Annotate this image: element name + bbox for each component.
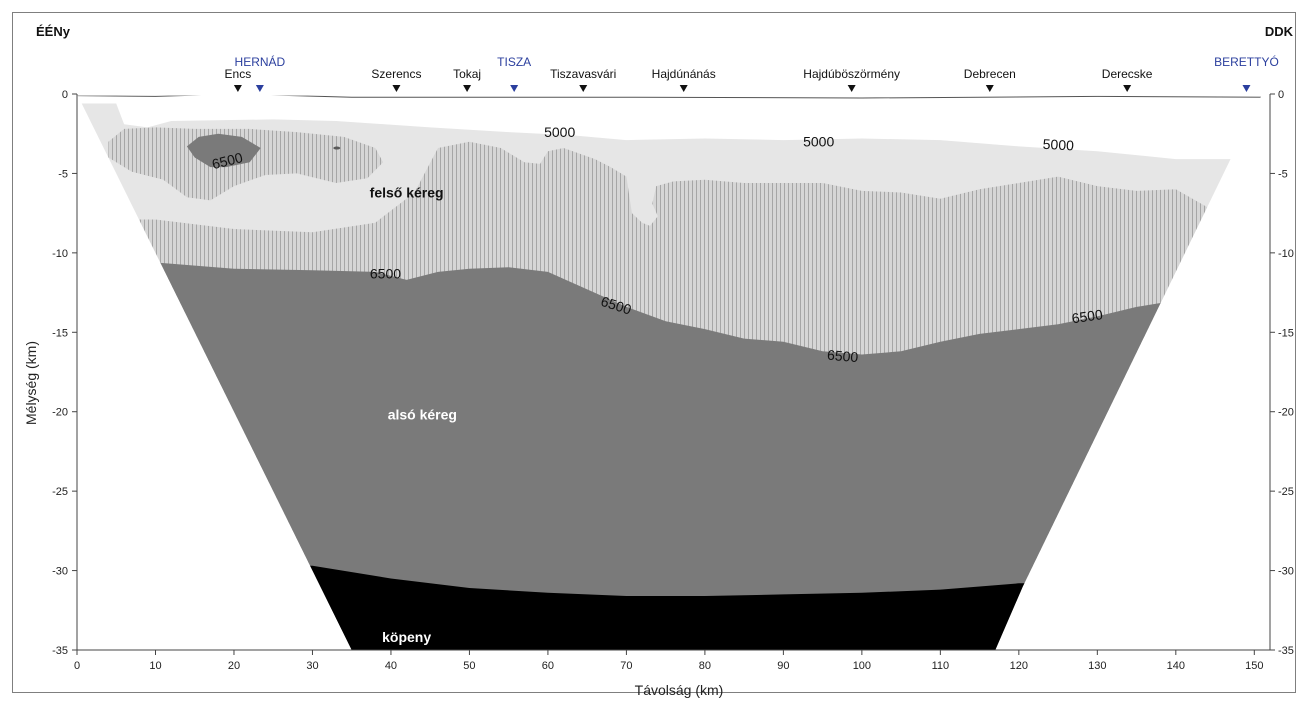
place-marker [985, 85, 994, 92]
x-tick-label: 60 [542, 660, 554, 672]
x-tick-label: 130 [1088, 660, 1106, 672]
place-label: Szerencs [371, 67, 421, 81]
place-label: Hajdúböszörmény [803, 67, 900, 81]
contour-label: 6500 [210, 149, 244, 172]
x-tick-label: 100 [853, 660, 871, 672]
y-tick-label-right: 0 [1278, 89, 1284, 101]
x-tick-label: 30 [306, 660, 318, 672]
layer-label: alsó kéreg [388, 407, 457, 423]
x-tick-label: 70 [620, 660, 632, 672]
river-label: HERNÁD [235, 54, 286, 69]
lower-crust-zone [77, 257, 1270, 650]
annotations: Encs Szerencs Tokaj Tiszavasvári Hajdúnánás H… [210, 54, 1279, 645]
place-marker [463, 85, 472, 92]
place-marker [847, 85, 856, 92]
topography-line [77, 94, 1270, 99]
x-tick-label: 90 [777, 660, 789, 672]
x-tick-label: 10 [149, 660, 161, 672]
place-label: Derecske [1102, 67, 1153, 81]
y-tick-label-left: -25 [52, 486, 68, 498]
river-marker [510, 85, 519, 92]
contour-label: 5000 [544, 124, 575, 140]
y-tick-label-right: -30 [1278, 566, 1294, 578]
chart-frame [12, 12, 1296, 693]
y-tick-label-left: -10 [52, 248, 68, 260]
contour-label: 5000 [1042, 136, 1074, 154]
y-tick-label-right: -15 [1278, 327, 1294, 339]
place-label: Tokaj [453, 67, 481, 81]
y-tick-label-right: -35 [1278, 645, 1294, 657]
place-marker [1123, 85, 1132, 92]
x-tick-label: 50 [463, 660, 475, 672]
velocity-layers [77, 94, 1270, 650]
x-tick-label: 80 [699, 660, 711, 672]
x-tick-label: 0 [74, 660, 80, 672]
high-velocity-pocket [186, 133, 261, 168]
y-tick-label-right: -10 [1278, 248, 1294, 260]
layer-label: felső kéreg [370, 184, 444, 200]
river-label: TISZA [497, 55, 531, 69]
y-tick-label-right: -25 [1278, 486, 1294, 498]
y-axis-title: Mélység (km) [23, 341, 39, 425]
y-tick-label-right: -5 [1278, 168, 1288, 180]
x-tick-label: 140 [1167, 660, 1185, 672]
x-tick-label: 40 [385, 660, 397, 672]
place-marker [579, 85, 588, 92]
y-tick-label-left: -5 [58, 168, 68, 180]
upper-crust-blob-north [108, 127, 384, 201]
contour-label: 6500 [826, 347, 859, 366]
contour-label: 6500 [370, 265, 401, 281]
direction-label-right: DDK [1265, 24, 1294, 39]
place-marker [233, 85, 242, 92]
place-label: Hajdúnánás [652, 67, 716, 81]
x-tick-label: 150 [1245, 660, 1263, 672]
place-label: Encs [225, 67, 252, 81]
contour-label: 5000 [803, 133, 834, 149]
mantle-zone [77, 565, 1270, 650]
x-tick-label: 20 [228, 660, 240, 672]
river-marker [1242, 85, 1251, 92]
place-label: Debrecen [964, 67, 1016, 81]
y-tick-label-left: -35 [52, 645, 68, 657]
y-tick-label-right: -20 [1278, 407, 1294, 419]
y-tick-label-left: -20 [52, 407, 68, 419]
layer-label: köpeny [382, 629, 431, 645]
place-label: Tiszavasvári [550, 67, 616, 81]
x-axis-title: Távolság (km) [635, 682, 724, 698]
tiny-high-velocity-pocket [333, 146, 341, 150]
direction-label-left: ÉÉNy [36, 24, 71, 39]
x-tick-label: 110 [932, 660, 950, 672]
place-marker [679, 85, 688, 92]
y-tick-label-left: -30 [52, 566, 68, 578]
y-tick-label-left: -15 [52, 327, 68, 339]
river-label: BERETTYÓ [1214, 54, 1279, 69]
x-tick-label: 120 [1010, 660, 1028, 672]
y-tick-label-left: 0 [62, 89, 68, 101]
contour-label: 6500 [1071, 306, 1104, 326]
river-marker [255, 85, 264, 92]
place-marker [392, 85, 401, 92]
